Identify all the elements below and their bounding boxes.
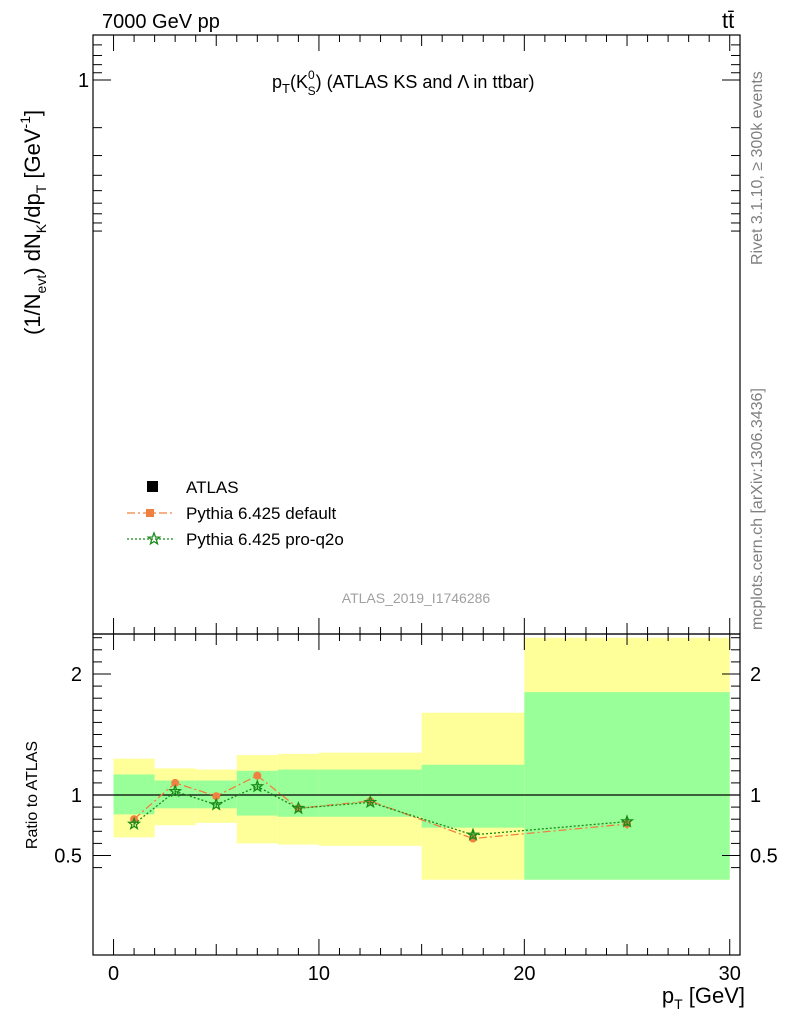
- legend-marker-default: [146, 509, 154, 517]
- ratio-y-tick-label-right: 0.5: [750, 846, 778, 868]
- proq2o-ratio-point: [363, 794, 378, 809]
- ratio-y-tick-label: 1: [71, 785, 82, 807]
- proq2o-ratio-point: [127, 816, 142, 831]
- default-ratio-point: [212, 792, 221, 801]
- x-tick-label: 10: [308, 963, 330, 985]
- band-inner: [421, 764, 525, 828]
- svg-text:pT(K0S) (ATLAS KS and Λ in ttb: pT(K0 S) (ATLAS KS and Λ in ttbar): [272, 68, 534, 98]
- ratio-y-label: Ratio to ATLAS: [24, 741, 41, 849]
- proq2o-ratio-curve: [133, 785, 628, 836]
- rivet-note: Rivet 3.1.10, ≥ 300k events: [749, 71, 766, 265]
- ratio-y-tick-label: 2: [71, 664, 82, 686]
- band-inner: [318, 769, 422, 817]
- legend: ATLAS Pythia 6.425 default Pythia 6.425 …: [127, 478, 344, 549]
- proq2o-ratio-point: [209, 797, 224, 811]
- legend-label-default: Pythia 6.425 default: [186, 504, 337, 523]
- svg-text:(1/Nevt) dNK/dpT [GeV-1]: (1/Nevt) dNK/dpT [GeV-1]: [17, 110, 49, 335]
- svg-text:pT [GeV]: pT [GeV]: [662, 983, 745, 1012]
- ratio-panel: [93, 771, 740, 843]
- header-right: tt̄: [722, 8, 734, 33]
- proq2o-ratio-point: [168, 784, 183, 798]
- default-ratio-curve: [133, 774, 628, 840]
- mcplots-note: mcplots.cern.ch [arXiv:1306.3436]: [749, 388, 766, 630]
- legend-marker-proq2o: [146, 531, 162, 546]
- band-inner: [524, 692, 730, 880]
- ratio-y-tick-label: 0.5: [54, 846, 82, 868]
- y-tick-label: 1: [78, 70, 89, 92]
- header-left: 7000 GeV pp: [102, 11, 220, 33]
- main-title: pT(K0 S) (ATLAS KS and Λ in ttbar): [272, 68, 534, 98]
- x-tick-label: 20: [513, 963, 535, 985]
- legend-label-atlas: ATLAS: [186, 478, 239, 497]
- legend-marker-atlas: [147, 481, 158, 492]
- x-tick-label: 30: [719, 963, 741, 985]
- main-y-label: (1/Nevt) dNK/dpT [GeV-1]: [17, 110, 49, 335]
- default-ratio-point: [253, 771, 262, 780]
- default-ratio-point: [171, 778, 180, 787]
- legend-label-proq2o: Pythia 6.425 pro-q2o: [186, 530, 344, 549]
- uncertainty-bands: [113, 637, 730, 880]
- analysis-watermark: ATLAS_2019_I1746286: [342, 590, 491, 606]
- ratio-y-tick-label-right: 1: [750, 785, 761, 807]
- proq2o-ratio-point: [250, 779, 265, 793]
- band-inner: [113, 774, 155, 815]
- ratio-y-tick-label-right: 2: [750, 664, 761, 686]
- x-tick-label: 0: [108, 963, 119, 985]
- proq2o-ratio-point: [620, 814, 635, 828]
- proq2o-ratio-point: [291, 801, 306, 815]
- x-axis-label: pT [GeV]: [662, 983, 745, 1012]
- proq2o-ratio-point: [466, 827, 480, 841]
